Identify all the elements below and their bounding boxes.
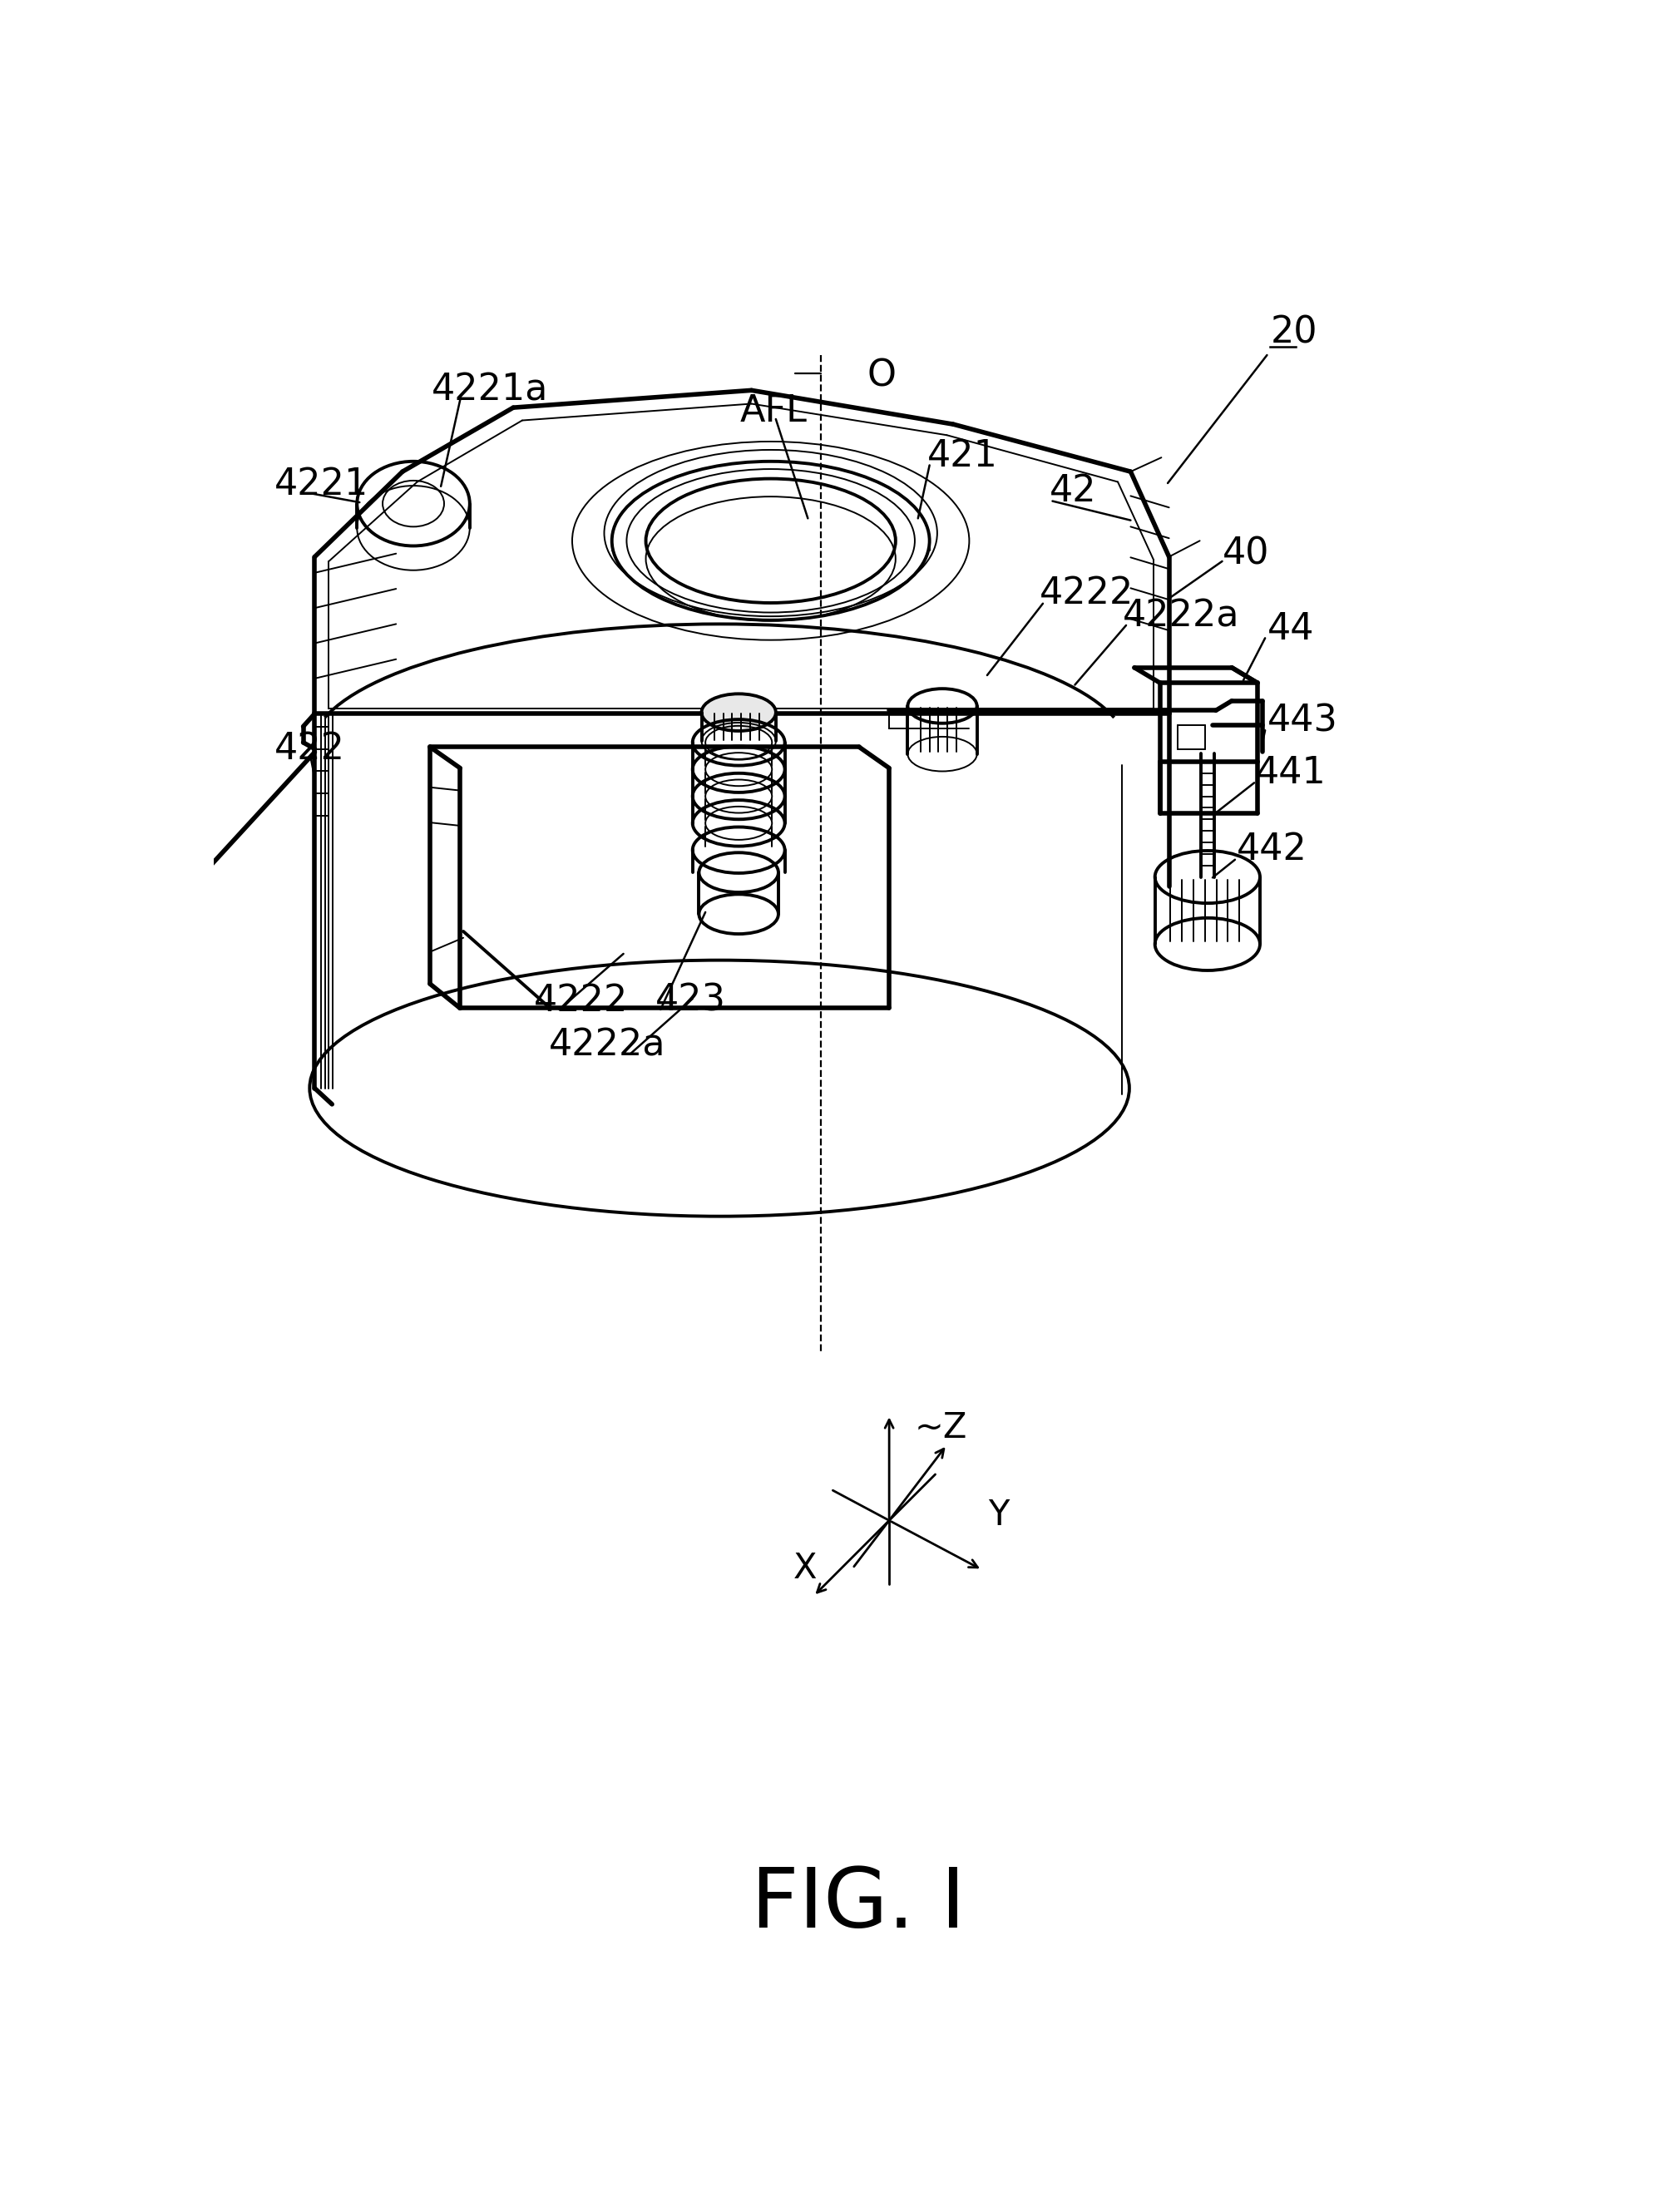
Text: 421: 421 xyxy=(928,438,998,473)
Text: AFL: AFL xyxy=(740,394,807,429)
Ellipse shape xyxy=(702,695,776,730)
Text: ~Z: ~Z xyxy=(915,1411,968,1444)
Text: 4221: 4221 xyxy=(275,467,368,502)
Text: 422: 422 xyxy=(275,730,345,768)
Text: 44: 44 xyxy=(1266,611,1313,648)
Text: 4222: 4222 xyxy=(534,982,628,1018)
Text: O: O xyxy=(866,358,896,394)
Text: 4222: 4222 xyxy=(1040,575,1134,611)
Text: 442: 442 xyxy=(1236,832,1308,867)
Text: 20: 20 xyxy=(1270,314,1317,349)
Text: 40: 40 xyxy=(1223,535,1270,571)
Text: X: X xyxy=(794,1551,817,1586)
Text: 4221a: 4221a xyxy=(430,372,548,409)
Text: Y: Y xyxy=(988,1498,1010,1533)
Text: 443: 443 xyxy=(1266,703,1338,739)
Text: 42: 42 xyxy=(1049,473,1097,509)
Text: 441: 441 xyxy=(1256,754,1327,790)
Text: FIG. I: FIG. I xyxy=(752,1865,965,1944)
Text: 423: 423 xyxy=(655,982,727,1018)
Text: 4222a: 4222a xyxy=(549,1026,667,1064)
Text: 4222a: 4222a xyxy=(1122,599,1240,635)
